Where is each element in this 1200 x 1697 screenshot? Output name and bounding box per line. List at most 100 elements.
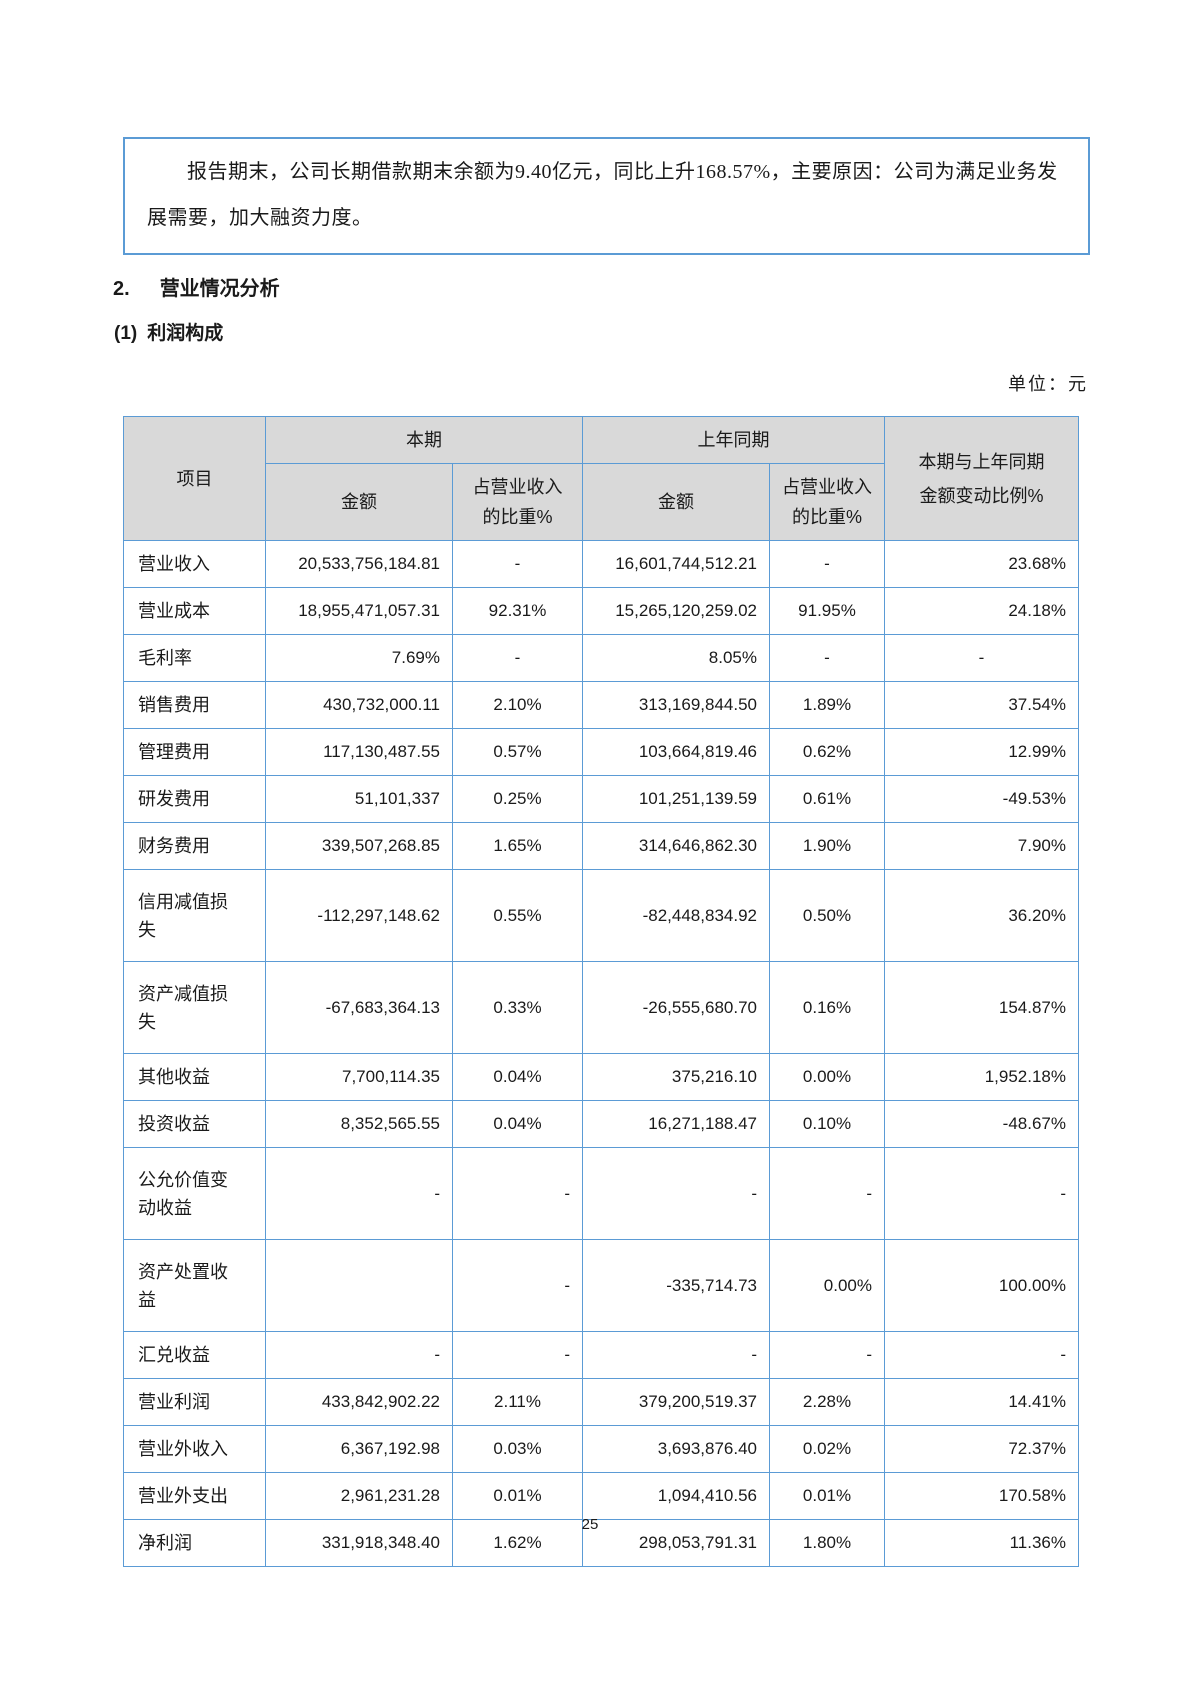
table-row: 营业成本 18,955,471,057.31 92.31% 15,265,120,25… — [123, 587, 1079, 635]
table-row: 汇兑收益 - - - - - — [123, 1331, 1079, 1379]
cell-value: - — [769, 1147, 885, 1240]
table-row: 信用减值损失 -112,297,148.62 0.55% -82,448,834.92… — [123, 869, 1079, 962]
note-box: 报告期末，公司长期借款期末余额为9.40亿元，同比上升168.57%，主要原因：… — [123, 137, 1090, 255]
cell-value: 11.36% — [884, 1519, 1079, 1567]
cell-value: 101,251,139.59 — [582, 775, 770, 823]
cell-value: 379,200,519.37 — [582, 1378, 770, 1426]
cell-value: 2.11% — [452, 1378, 583, 1426]
cell-value: 14.41% — [884, 1378, 1079, 1426]
cell-value: 91.95% — [769, 587, 885, 635]
cell-value: 0.01% — [452, 1472, 583, 1520]
cell-value: 154.87% — [884, 961, 1079, 1054]
cell-value: 0.01% — [769, 1472, 885, 1520]
cell-value: 15,265,120,259.02 — [582, 587, 770, 635]
cell-value: 7.90% — [884, 822, 1079, 870]
cell-value: 1,094,410.56 — [582, 1472, 770, 1520]
unit-label: 单位：元 — [1008, 374, 1088, 394]
cell-value: - — [452, 540, 583, 588]
section-title: 营业情况分析 — [159, 278, 280, 300]
cell-value: 92.31% — [452, 587, 583, 635]
cell-value: 0.04% — [452, 1100, 583, 1148]
cell-value: 0.03% — [452, 1425, 583, 1473]
cell-value: 0.02% — [769, 1425, 885, 1473]
cell-value: -335,714.73 — [582, 1239, 770, 1332]
section-number: 2. — [113, 278, 130, 300]
cell-value: 100.00% — [884, 1239, 1079, 1332]
cell-value: 0.25% — [452, 775, 583, 823]
cell-value: 0.62% — [769, 728, 885, 776]
table-row: 投资收益 8,352,565.55 0.04% 16,271,188.47 0.10% -… — [123, 1100, 1079, 1148]
cell-value: 0.61% — [769, 775, 885, 823]
cell-value: 37.54% — [884, 681, 1079, 729]
header-prior-period: 上年同期 — [582, 416, 885, 464]
cell-value: - — [769, 634, 885, 682]
cell-value: 16,601,744,512.21 — [582, 540, 770, 588]
table-row: 财务费用 339,507,268.85 1.65% 314,646,862.30 1.9… — [123, 822, 1079, 870]
cell-value: 375,216.10 — [582, 1053, 770, 1101]
row-label: 毛利率 — [123, 634, 266, 682]
cell-value: 3,693,876.40 — [582, 1425, 770, 1473]
header-current-period: 本期 — [265, 416, 583, 464]
cell-value: 18,955,471,057.31 — [265, 587, 453, 635]
row-label: 管理费用 — [123, 728, 266, 776]
cell-value: 6,367,192.98 — [265, 1425, 453, 1473]
cell-value: - — [769, 540, 885, 588]
cell-value: 0.10% — [769, 1100, 885, 1148]
header-amount-current: 金额 — [265, 463, 453, 541]
cell-value: 0.00% — [769, 1239, 885, 1332]
table-row: 其他收益 7,700,114.35 0.04% 375,216.10 0.00% 1,95… — [123, 1053, 1079, 1101]
table-row: 营业外收入 6,367,192.98 0.03% 3,693,876.40 0.02% 7… — [123, 1425, 1079, 1473]
cell-value: - — [452, 1239, 583, 1332]
row-label: 营业外收入 — [123, 1425, 266, 1473]
table-row: 营业外支出 2,961,231.28 0.01% 1,094,410.56 0.01% 1… — [123, 1472, 1079, 1520]
cell-value: 7,700,114.35 — [265, 1053, 453, 1101]
cell-value: 314,646,862.30 — [582, 822, 770, 870]
header-amount-prior: 金额 — [582, 463, 770, 541]
row-label: 资产减值损失 — [123, 961, 266, 1054]
cell-value: 2.10% — [452, 681, 583, 729]
cell-value: -48.67% — [884, 1100, 1079, 1148]
cell-value: 170.58% — [884, 1472, 1079, 1520]
profit-table-body: 营业收入 20,533,756,184.81-16,601,744,512.21-… — [123, 540, 1079, 1567]
cell-value: 1.89% — [769, 681, 885, 729]
row-label: 投资收益 — [123, 1100, 266, 1148]
profit-composition-table: 项目 本期 上年同期 本期与上年同期 金额变动比例% 金额 占营业收入 的比重% 金… — [123, 416, 1079, 1567]
cell-value: - — [452, 634, 583, 682]
row-label: 研发费用 — [123, 775, 266, 823]
table-row: 营业利润 433,842,902.22 2.11% 379,200,519.37 2.2… — [123, 1378, 1079, 1426]
subsection-heading: (1) 利润构成 — [114, 318, 223, 345]
cell-value: - — [884, 634, 1079, 682]
cell-value: - — [265, 1331, 453, 1379]
cell-value: - — [582, 1331, 770, 1379]
row-label: 汇兑收益 — [123, 1331, 266, 1379]
cell-value: 430,732,000.11 — [265, 681, 453, 729]
cell-value: - — [265, 1147, 453, 1240]
cell-value: -82,448,834.92 — [582, 869, 770, 962]
cell-value: 1.62% — [452, 1519, 583, 1567]
row-label: 公允价值变动收益 — [123, 1147, 266, 1240]
cell-value: - — [884, 1147, 1079, 1240]
cell-value: - — [452, 1147, 583, 1240]
cell-value: - — [769, 1331, 885, 1379]
table-row: 营业收入 20,533,756,184.81-16,601,744,512.21-… — [123, 540, 1079, 588]
cell-value: 8.05% — [582, 634, 770, 682]
cell-value: 0.33% — [452, 961, 583, 1054]
cell-value: -49.53% — [884, 775, 1079, 823]
cell-value: 0.57% — [452, 728, 583, 776]
row-label: 营业外支出 — [123, 1472, 266, 1520]
row-label: 销售费用 — [123, 681, 266, 729]
row-label: 营业成本 — [123, 587, 266, 635]
row-label: 其他收益 — [123, 1053, 266, 1101]
cell-value: 1.80% — [769, 1519, 885, 1567]
table-row: 研发费用 51,101,337 0.25% 101,251,139.59 0.61% -4… — [123, 775, 1079, 823]
table-row: 净利润 331,918,348.40 1.62% 298,053,791.31 1.80… — [123, 1519, 1079, 1567]
cell-value: - — [452, 1331, 583, 1379]
header-item: 项目 — [123, 416, 266, 541]
cell-value: 103,664,819.46 — [582, 728, 770, 776]
cell-value: - — [884, 1331, 1079, 1379]
row-label: 信用减值损失 — [123, 869, 266, 962]
table-row: 管理费用 117,130,487.55 0.57% 103,664,819.46 0.6… — [123, 728, 1079, 776]
table-header: 项目 本期 上年同期 本期与上年同期 金额变动比例% 金额 占营业收入 的比重% 金… — [123, 416, 1079, 541]
cell-value: -26,555,680.70 — [582, 961, 770, 1054]
